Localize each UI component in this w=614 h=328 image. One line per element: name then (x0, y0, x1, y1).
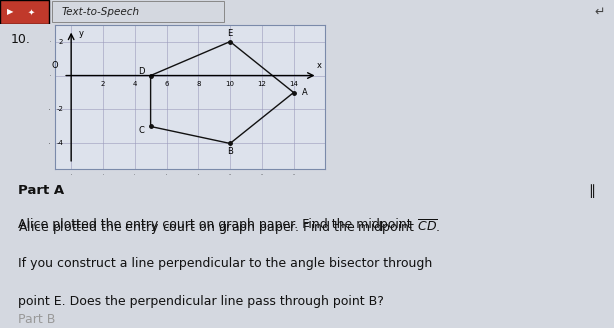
Text: D: D (138, 67, 144, 76)
Text: If you construct a line perpendicular to the angle bisector through: If you construct a line perpendicular to… (18, 257, 433, 271)
Text: y: y (79, 29, 84, 38)
Text: ✦: ✦ (28, 7, 34, 16)
Text: 2: 2 (101, 81, 105, 88)
Text: point E. Does the perpendicular line pass through point B?: point E. Does the perpendicular line pas… (18, 295, 384, 308)
Text: -4: -4 (56, 140, 63, 146)
Text: O: O (52, 61, 58, 71)
Text: A: A (302, 88, 308, 97)
Text: 6: 6 (165, 81, 169, 88)
Text: -2: -2 (56, 107, 63, 113)
Text: B: B (227, 148, 233, 156)
Text: 10: 10 (225, 81, 235, 88)
Text: Alice plotted the entry court on graph paper. Find the midpoint: Alice plotted the entry court on graph p… (18, 218, 416, 231)
Text: C: C (138, 126, 144, 135)
FancyBboxPatch shape (0, 0, 49, 24)
Text: 2: 2 (59, 39, 63, 45)
Text: Part B: Part B (18, 313, 56, 326)
Text: Part A: Part A (18, 184, 64, 197)
Text: 12: 12 (257, 81, 266, 88)
Text: 10.: 10. (10, 33, 30, 46)
Text: 8: 8 (196, 81, 201, 88)
Text: Alice plotted the entry court on graph paper. Find the midpoint $\overline{CD}$.: Alice plotted the entry court on graph p… (18, 218, 441, 237)
Text: E: E (227, 30, 233, 38)
Text: 14: 14 (289, 81, 298, 88)
Text: ↵: ↵ (594, 5, 605, 18)
Text: Text-to-Speech: Text-to-Speech (61, 7, 139, 17)
Text: ∥: ∥ (589, 184, 596, 198)
Text: x: x (317, 61, 322, 70)
Text: ▶: ▶ (7, 7, 14, 16)
Text: 4: 4 (133, 81, 137, 88)
